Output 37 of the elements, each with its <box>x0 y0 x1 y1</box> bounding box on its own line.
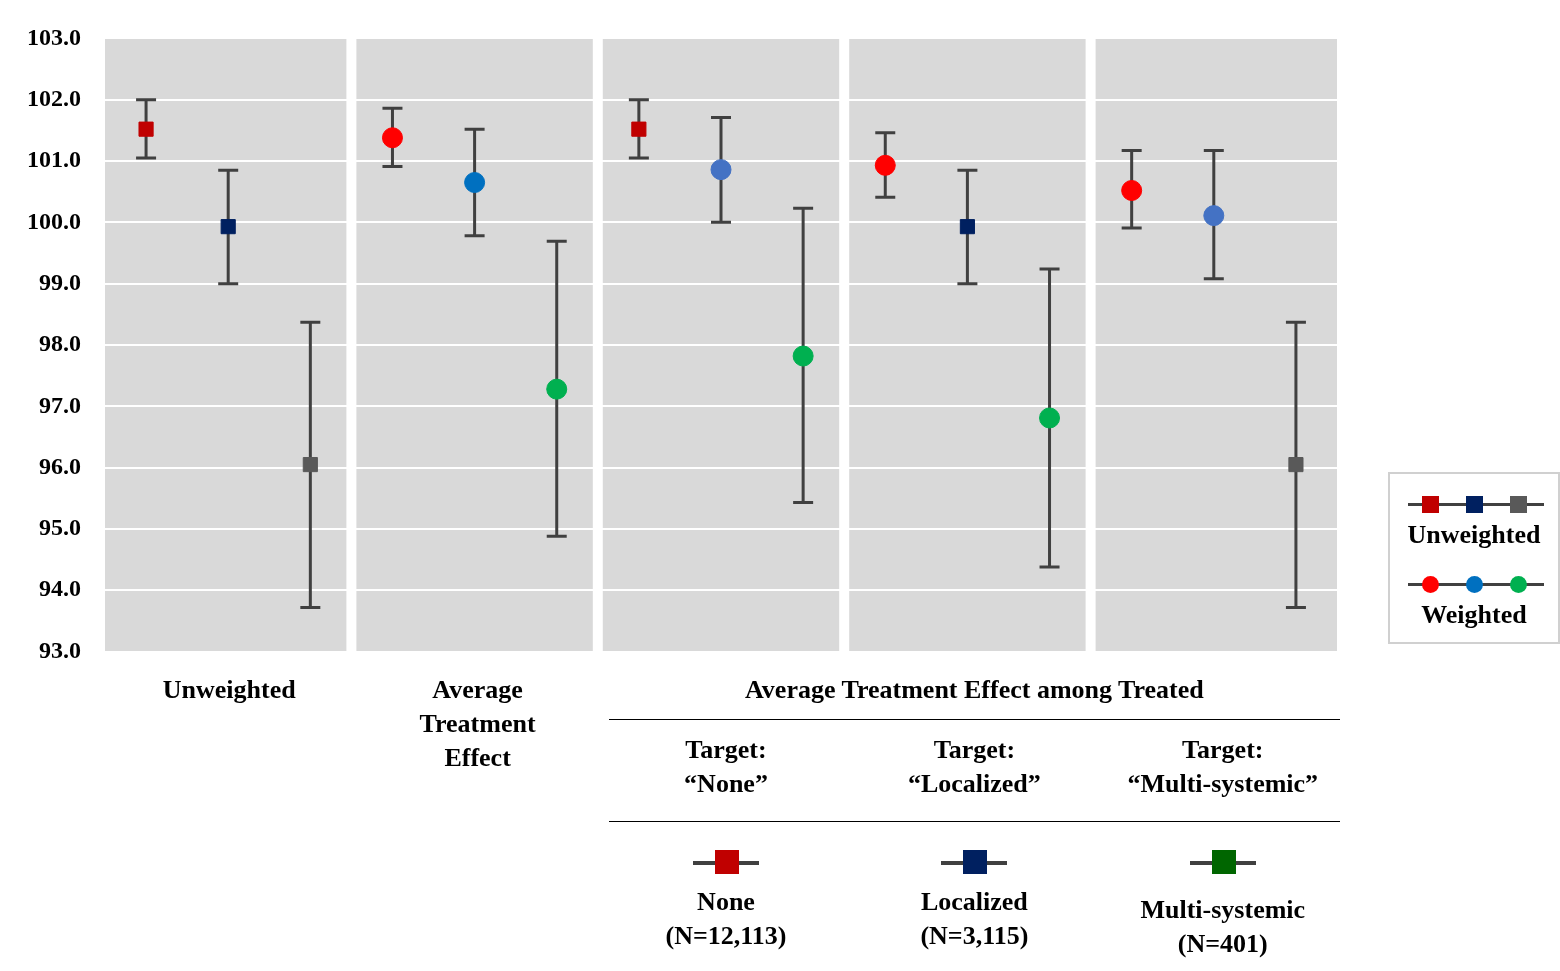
y-tick-label: 94.0 <box>39 575 81 602</box>
point <box>959 219 975 235</box>
point <box>138 121 154 137</box>
text: Unweighted <box>161 674 297 706</box>
legend-label: Unweighted <box>1406 519 1542 551</box>
legend-label: Weighted <box>1420 599 1528 631</box>
y-tick-label: 95.0 <box>39 514 81 541</box>
text: Target: “Localized” <box>906 734 1042 800</box>
point <box>1039 407 1061 429</box>
point <box>1203 205 1225 227</box>
text: Target: “Multi-systemic” <box>1126 734 1320 800</box>
y-tick-label: 97.0 <box>39 391 81 418</box>
text: Target: “None” <box>683 734 769 800</box>
y-tick-label: 93.0 <box>39 636 81 663</box>
point <box>546 378 568 400</box>
y-tick-label: 103.0 <box>27 23 81 50</box>
point <box>874 154 896 176</box>
text: Localized (N=3,115) <box>919 886 1030 952</box>
y-tick-label: 101.0 <box>27 146 81 173</box>
point <box>464 172 486 193</box>
point <box>381 127 403 149</box>
text: Average Treatment Effect among Treated <box>744 674 1205 706</box>
y-tick-label: 96.0 <box>39 452 81 479</box>
text: Average Treatment Effect <box>418 674 537 774</box>
text: Multi-systemic (N=401) <box>1139 894 1307 960</box>
point <box>302 457 318 473</box>
y-tick-label: 100.0 <box>27 207 81 234</box>
point <box>792 345 814 367</box>
point <box>631 121 647 137</box>
point <box>1121 179 1143 201</box>
y-tick-label: 99.0 <box>39 268 81 295</box>
y-tick-label: 102.0 <box>27 84 81 111</box>
point <box>1288 457 1304 473</box>
text: None (N=12,113) <box>664 886 788 952</box>
y-tick-label: 98.0 <box>39 330 81 357</box>
point <box>220 219 236 235</box>
point <box>710 159 732 181</box>
